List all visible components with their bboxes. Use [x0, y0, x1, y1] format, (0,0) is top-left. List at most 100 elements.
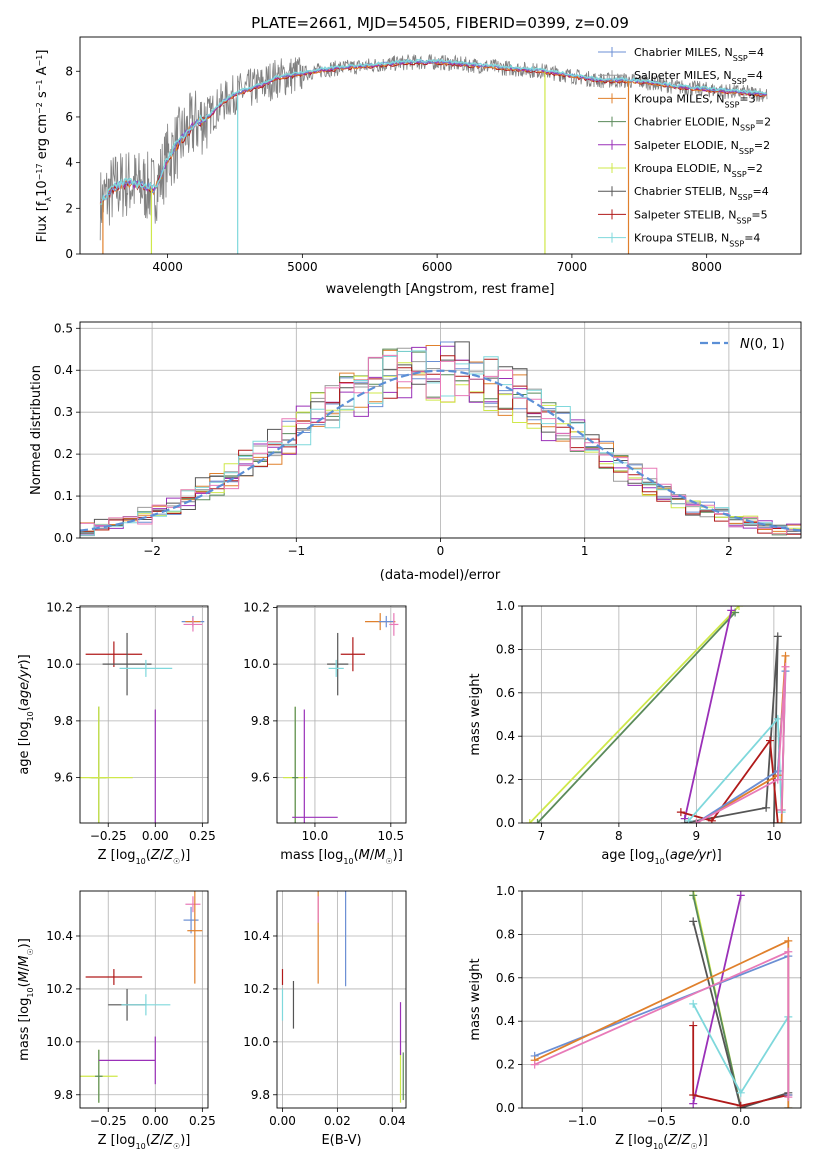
legend-label-part: Salpeter ELODIE, N — [634, 139, 739, 152]
x-tick-label: 1 — [581, 544, 589, 558]
x-axis-label: Z [log10(Z/Z☉)] — [615, 1133, 708, 1151]
legend-label: Chabrier STELIB, NSSP=4 — [634, 185, 769, 202]
legend-label: Kroupa STELIB, NSSP=4 — [634, 232, 760, 249]
mass-weight-marker — [689, 1099, 698, 1108]
y-tick-label: 0.4 — [496, 1014, 515, 1028]
y-axis-label-part: Flux [f — [35, 201, 50, 242]
y-axis-label-part: ( — [17, 706, 32, 711]
mass-weight-marker — [736, 891, 745, 900]
axes-mass-vs-Z: −0.25 0.00 0.259.810.010.210.4Z [log10(Z/Z… — [17, 890, 216, 1151]
mass-weight-marker — [692, 819, 701, 823]
mass-weight-marker — [784, 1104, 793, 1108]
legend-label-part: SSP — [740, 123, 755, 132]
legend-label-part: =5 — [751, 208, 767, 221]
x-axis-label-part: E(B-V) — [321, 1133, 361, 1148]
y-tick-label: 10.0 — [243, 657, 270, 671]
mass-weight-line — [529, 606, 740, 823]
error-bar-point — [121, 994, 171, 1016]
x-axis-label-part: )] — [698, 1133, 708, 1148]
legend-label: Chabrier ELODIE, NSSP=2 — [634, 116, 771, 133]
x-axis-label-part: 10 — [653, 1142, 663, 1151]
error-bar-point — [292, 706, 299, 823]
x-axis-label-part: 10 — [343, 857, 353, 866]
axes-frame — [79, 36, 802, 255]
y-tick-label: 0.8 — [496, 642, 515, 656]
mass-weight-line — [683, 610, 733, 819]
model-spectrum-line — [100, 58, 767, 205]
y-tick-label: 9.6 — [54, 771, 73, 785]
x-axis-label-part: / — [677, 1133, 682, 1148]
mass-weight-marker — [689, 1090, 698, 1099]
x-tick-label: 4000 — [152, 260, 183, 274]
y-tick-label: 0.2 — [54, 447, 73, 461]
x-axis-label-part: mass [log — [280, 848, 343, 863]
x-tick-label: 0 — [437, 544, 445, 558]
mass-weight-line — [692, 895, 742, 1104]
error-bar-point — [183, 617, 203, 632]
y-tick-label: 2 — [65, 201, 73, 215]
legend-label: N(0, 1) — [740, 337, 785, 352]
x-axis-label-part: ( — [665, 848, 670, 863]
x-axis-label-part: ( — [146, 848, 151, 863]
y-tick-label: 10.0 — [243, 1035, 270, 1049]
mass-weight-marker — [773, 775, 782, 784]
x-tick-label: 0.0 — [731, 1114, 750, 1128]
legend-label-part: (0, 1) — [750, 337, 785, 352]
legend-label-part: Kroupa MILES, N — [634, 92, 724, 105]
x-axis-label-part: M — [359, 848, 370, 863]
y-tick-label: 0.4 — [496, 729, 515, 743]
plot-area-age-vs-mass — [277, 606, 406, 823]
mass-weight-marker — [736, 1088, 745, 1097]
legend-label-part: N — [740, 337, 750, 352]
axes-age-vs-Z: −0.25 0.00 0.259.69.810.010.2Z [log10(Z/Z☉… — [17, 600, 216, 865]
x-axis-label-part: ( — [146, 1133, 151, 1148]
y-tick-label: 0.8 — [496, 927, 515, 941]
x-axis-label-part: / — [370, 848, 375, 863]
x-axis-label-part: Z [log — [98, 848, 136, 863]
x-tick-label: −1 — [287, 544, 305, 558]
mass-weight-marker — [773, 714, 782, 723]
error-bar-point — [85, 641, 143, 667]
x-tick-label: 0.00 — [142, 829, 169, 843]
y-tick-label: 10.4 — [243, 929, 270, 943]
error-bar-point — [328, 659, 344, 677]
error-bar-point — [187, 891, 203, 984]
x-axis-label-part: ☉ — [173, 1142, 180, 1151]
mass-weight-marker — [689, 1021, 698, 1030]
x-axis-label-part: Z [log — [615, 1133, 653, 1148]
mass-weight-marker — [525, 819, 534, 823]
y-tick-label: 10.2 — [46, 982, 73, 996]
mass-weight-marker — [530, 1060, 539, 1069]
y-axis-label-part: 10 — [26, 711, 35, 721]
legend-label-part: Chabrier ELODIE, N — [634, 116, 740, 129]
legend-label-part: =4 — [744, 232, 760, 245]
mass-weight-line — [692, 1025, 789, 1107]
y-tick-label: 0.4 — [54, 363, 73, 377]
y-axis-label-part: −2 — [35, 102, 44, 114]
y-axis-label-part: )] — [17, 938, 32, 948]
y-axis-label: age [log10(age/yr)] — [17, 654, 35, 774]
legend-label: Salpeter MILES, NSSP=4 — [634, 69, 763, 86]
mass-weight-marker — [736, 1101, 745, 1108]
legend-label: Kroupa MILES, NSSP=3 — [634, 92, 756, 109]
y-axis-label-part: mass [log — [17, 998, 32, 1061]
x-axis-label-part: 10 — [655, 857, 665, 866]
mass-weight-line — [536, 611, 736, 823]
mass-weight-marker — [762, 803, 771, 812]
legend-label-part: Chabrier MILES, N — [634, 46, 733, 59]
mass-weight-marker — [684, 816, 693, 823]
x-axis-label: Z [log10(Z/Z☉)] — [98, 1133, 191, 1151]
y-tick-label: 0.0 — [54, 531, 73, 545]
legend-label-part: SSP — [733, 54, 748, 63]
x-tick-label: 9 — [693, 829, 701, 843]
x-tick-label: 2 — [725, 544, 733, 558]
legend-label: Salpeter ELODIE, NSSP=2 — [634, 139, 770, 156]
y-tick-label: 0.6 — [496, 686, 515, 700]
axes-frame — [276, 890, 407, 1109]
x-axis-label-part: Z [log — [98, 1133, 136, 1148]
mass-weight-marker — [784, 936, 793, 945]
y-tick-label: 0.5 — [54, 321, 73, 335]
y-tick-label: 9.8 — [251, 1088, 270, 1102]
